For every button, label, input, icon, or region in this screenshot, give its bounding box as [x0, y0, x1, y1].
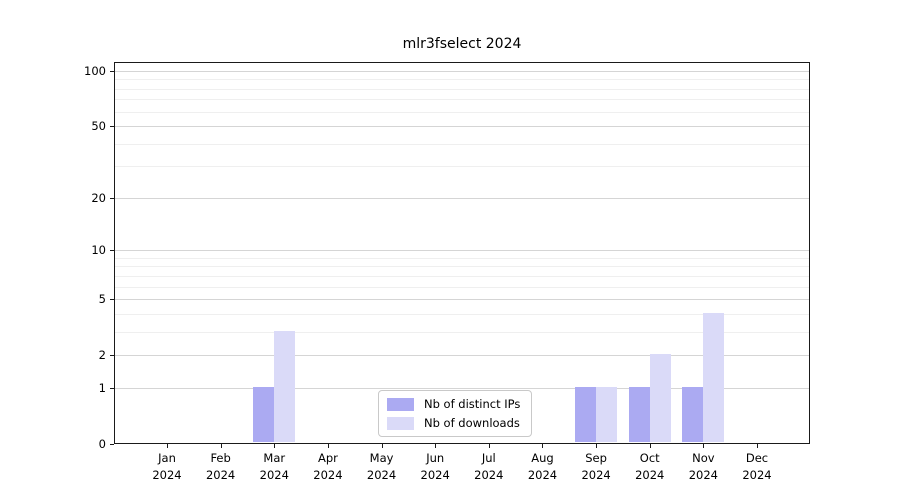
x-tick-mark-aug: [542, 444, 544, 448]
x-tick-mark-apr: [327, 444, 329, 448]
legend-item-downloads: Nb of downloads: [387, 416, 520, 430]
legend-label-downloads: Nb of downloads: [424, 416, 520, 430]
bar-downloads-sep: [596, 386, 618, 442]
gridline-major-100: [115, 71, 809, 72]
y-tick-label-5: 5: [98, 292, 106, 307]
y-tick-mark-2: [110, 355, 114, 357]
x-tick-mark-feb: [220, 444, 222, 448]
bar-downloads-nov: [703, 312, 725, 442]
bar-distinct-ips-nov: [682, 386, 704, 442]
y-tick-label-10: 10: [91, 243, 106, 258]
y-tick-mark-20: [110, 197, 114, 199]
y-tick-mark-10: [110, 250, 114, 252]
y-tick-mark-1: [110, 387, 114, 389]
x-tick-label-jul: Jul 2024: [474, 451, 504, 482]
gridline-major-20: [115, 197, 809, 199]
gridline-major-5: [115, 299, 809, 301]
x-tick-label-jun: Jun 2024: [420, 451, 450, 482]
x-tick-mark-oct: [649, 444, 651, 448]
gridline-minor-60: [115, 111, 809, 113]
gridline-minor-30: [115, 166, 809, 168]
x-tick-mark-nov: [703, 444, 705, 448]
y-tick-label-100: 100: [84, 64, 106, 78]
x-tick-label-apr: Apr 2024: [313, 451, 343, 482]
x-tick-mark-jan: [167, 444, 168, 448]
bar-distinct-ips-oct: [628, 386, 650, 442]
x-tick-mark-sep: [596, 444, 598, 448]
y-tick-mark-100: [110, 71, 114, 72]
y-tick-label-2: 2: [98, 348, 106, 363]
gridline-major-10: [115, 250, 809, 252]
x-tick-label-aug: Aug 2024: [527, 451, 558, 482]
x-tick-label-may: May 2024: [366, 451, 397, 482]
x-tick-label-feb: Feb 2024: [205, 451, 236, 482]
gridline-minor-40: [115, 143, 809, 145]
gridline-major-50: [115, 126, 809, 128]
x-tick-mark-jun: [435, 444, 437, 448]
x-tick-label-sep: Sep 2024: [581, 451, 611, 482]
gridline-minor-4: [115, 313, 809, 315]
x-tick-label-oct: Oct 2024: [635, 451, 665, 482]
gridline-minor-9: [115, 257, 809, 259]
x-tick-label-nov: Nov 2024: [688, 451, 718, 482]
x-tick-mark-mar: [274, 444, 276, 448]
gridline-major-2: [115, 355, 809, 357]
gridline-minor-70: [115, 99, 809, 101]
gridline-minor-90: [115, 79, 809, 81]
y-tick-label-1: 1: [98, 380, 106, 395]
chart-title: mlr3fselect 2024: [402, 36, 522, 52]
y-tick-mark-0: [110, 444, 114, 445]
legend-swatch-downloads-icon: [387, 416, 414, 430]
bar-downloads-mar: [274, 330, 296, 442]
legend-swatch-distinct-ips-icon: [387, 397, 414, 411]
x-tick-label-dec: Dec 2024: [742, 451, 772, 482]
gridline-minor-8: [115, 266, 809, 268]
gridline-minor-6: [115, 286, 809, 288]
x-tick-label-mar: Mar 2024: [259, 451, 289, 482]
gridline-minor-7: [115, 275, 809, 277]
bar-distinct-ips-sep: [575, 386, 597, 442]
x-tick-mark-dec: [757, 444, 758, 448]
legend-label-distinct-ips: Nb of distinct IPs: [424, 397, 521, 411]
x-tick-mark-jul: [488, 444, 490, 448]
gridline-minor-80: [115, 88, 809, 90]
plot-area: [114, 62, 810, 444]
gridline-minor-3: [115, 331, 809, 333]
bar-downloads-oct: [649, 354, 671, 442]
y-tick-label-0: 0: [98, 437, 106, 451]
x-tick-mark-may: [381, 444, 383, 448]
x-tick-label-jan: Jan 2024: [152, 451, 182, 482]
legend-item-distinct-ips: Nb of distinct IPs: [387, 397, 520, 411]
y-tick-label-20: 20: [91, 190, 106, 205]
y-tick-mark-50: [110, 126, 114, 128]
y-tick-mark-5: [110, 299, 114, 301]
bar-distinct-ips-mar: [253, 386, 275, 442]
gridline-major-1: [115, 387, 809, 389]
y-tick-label-50: 50: [91, 119, 106, 134]
legend: Nb of distinct IPs Nb of downloads: [378, 390, 533, 437]
